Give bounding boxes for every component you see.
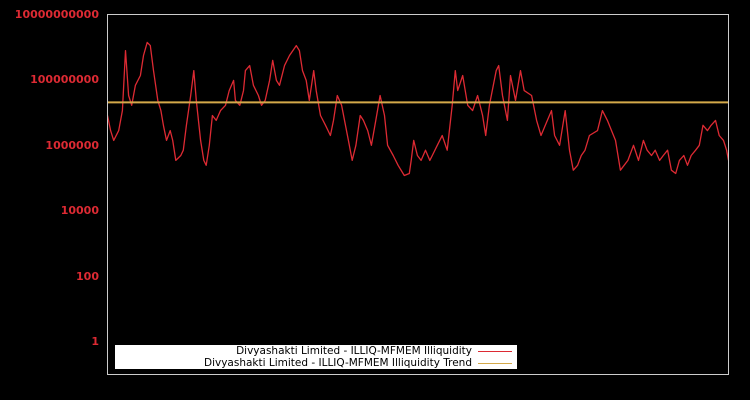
legend-label: Divyashakti Limited - ILLIQ-MFMEM Illiqu…	[204, 357, 472, 369]
y-tick-label: 1000000	[45, 138, 99, 152]
plot-frame	[107, 14, 729, 375]
legend: Divyashakti Limited - ILLIQ-MFMEM Illiqu…	[115, 345, 517, 369]
legend-swatch-red-line	[478, 350, 512, 352]
illiquidity-line	[106, 41, 730, 177]
legend-item-illiquidity: Divyashakti Limited - ILLIQ-MFMEM Illiqu…	[236, 345, 517, 357]
series-layer	[106, 41, 730, 177]
legend-item-illiquidity-trend: Divyashakti Limited - ILLIQ-MFMEM Illiqu…	[204, 357, 517, 369]
y-tick-label: 100	[76, 269, 99, 283]
legend-swatch-gold-line	[478, 362, 512, 364]
y-tick-label: 10000000000	[14, 7, 99, 21]
legend-label: Divyashakti Limited - ILLIQ-MFMEM Illiqu…	[236, 345, 472, 357]
y-tick-label: 100000000	[30, 73, 99, 87]
y-tick-label: 1	[91, 335, 99, 349]
y-tick-label: 10000	[60, 204, 99, 218]
